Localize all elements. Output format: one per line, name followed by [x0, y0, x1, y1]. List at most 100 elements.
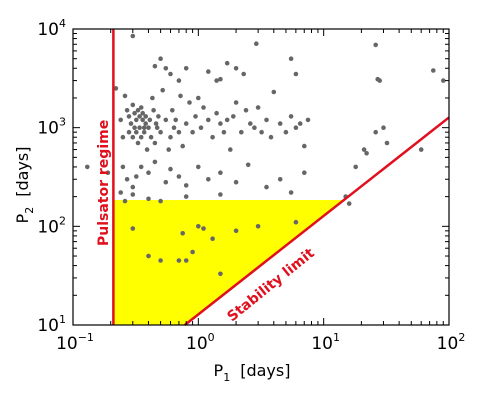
data-point — [253, 41, 259, 46]
data-point — [178, 93, 183, 99]
data-point — [163, 66, 169, 71]
data-point — [361, 147, 367, 152]
data-point — [196, 224, 201, 229]
data-point — [252, 125, 257, 130]
data-point — [233, 66, 239, 71]
data-point — [288, 114, 294, 119]
data-point — [163, 179, 169, 185]
data-point — [221, 129, 227, 135]
data-point — [173, 117, 178, 123]
data-point — [288, 56, 294, 61]
data-point — [151, 108, 156, 113]
data-point — [126, 129, 132, 135]
data-point — [146, 170, 151, 175]
data-point — [171, 125, 177, 130]
data-point — [255, 105, 261, 110]
data-point — [152, 159, 158, 165]
x-axis-label: P1 [days] — [214, 361, 291, 384]
data-point — [206, 177, 211, 182]
data-point — [140, 117, 145, 123]
data-point — [373, 129, 379, 135]
data-point — [160, 87, 165, 93]
x-axis-label-main: P — [214, 361, 224, 380]
allowed-region — [113, 199, 344, 325]
data-point — [135, 108, 141, 113]
y-tick-label: 103 — [37, 116, 66, 139]
data-point — [288, 190, 294, 195]
data-point — [176, 129, 182, 135]
data-point — [364, 151, 369, 156]
x-tick-label: 10−1 — [56, 331, 94, 354]
ticks-layer: 10−1 100 101 102 101 102 103 104 — [37, 17, 465, 354]
data-point — [124, 108, 130, 113]
pulsator-annotation: Pulsator regime — [96, 120, 112, 246]
data-point — [224, 60, 230, 66]
data-point — [218, 271, 223, 277]
data-point — [255, 224, 261, 229]
data-point — [132, 125, 137, 130]
data-point — [146, 196, 151, 202]
data-point — [431, 68, 436, 73]
data-point — [233, 179, 239, 185]
data-point — [118, 190, 123, 195]
data-point — [228, 147, 233, 152]
data-point — [248, 121, 253, 126]
data-point — [183, 66, 189, 71]
data-point — [196, 164, 201, 170]
data-point — [218, 121, 223, 126]
data-point — [154, 125, 160, 130]
data-point — [268, 134, 274, 140]
data-point — [176, 78, 182, 83]
data-point — [214, 110, 219, 116]
data-point — [196, 95, 201, 101]
data-point — [146, 125, 151, 130]
data-point — [241, 71, 246, 77]
y-axis-label-main: P — [13, 213, 32, 223]
data-point — [135, 140, 141, 146]
data-point — [193, 114, 198, 119]
data-point — [141, 125, 147, 130]
data-point — [183, 258, 189, 263]
y-tick-label: 101 — [37, 313, 66, 336]
data-point — [264, 184, 269, 190]
data-point — [259, 129, 264, 135]
data-point — [130, 192, 136, 197]
data-point — [441, 78, 446, 83]
data-point — [176, 258, 182, 263]
data-point — [233, 228, 239, 234]
data-point — [243, 108, 249, 113]
data-point — [138, 105, 144, 110]
data-point — [130, 134, 136, 140]
data-point — [180, 231, 185, 236]
data-point — [130, 102, 136, 108]
stability-limit-line — [184, 116, 450, 326]
data-point — [122, 198, 128, 204]
lines-layer — [112, 29, 450, 326]
data-point — [283, 129, 289, 135]
data-point — [156, 114, 161, 119]
data-point — [147, 117, 153, 123]
data-point — [264, 117, 269, 123]
data-point — [144, 147, 150, 152]
data-point — [277, 121, 283, 126]
data-point — [293, 125, 299, 130]
data-point — [302, 170, 307, 175]
data-point — [180, 143, 185, 149]
data-point — [224, 117, 230, 123]
y-axis-label-sub: 2 — [23, 207, 36, 214]
data-point — [150, 95, 155, 101]
data-point — [346, 201, 352, 206]
data-point — [293, 71, 299, 77]
data-point — [152, 63, 158, 69]
data-point — [105, 170, 111, 175]
x-axis-label-sub: 1 — [223, 371, 230, 384]
region-layer — [113, 199, 344, 325]
x-tick-label: 102 — [437, 331, 466, 354]
data-point — [168, 71, 173, 77]
data-point — [239, 129, 244, 135]
data-point — [118, 117, 123, 123]
y-tick-label: 102 — [37, 214, 66, 237]
data-point — [190, 249, 195, 255]
data-point — [183, 183, 189, 188]
data-point — [158, 56, 163, 61]
